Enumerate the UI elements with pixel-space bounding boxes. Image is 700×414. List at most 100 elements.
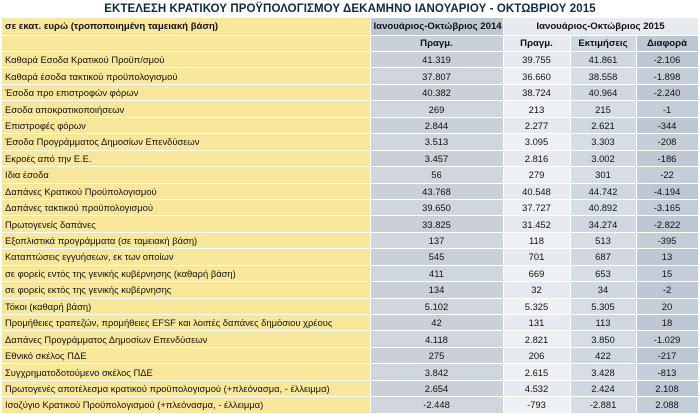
- actual-2014-cell: 134: [370, 281, 504, 299]
- row-label: Συγχρηματοδοτούμενο σκέλος ΠΔΕ: [2, 363, 371, 381]
- difference-cell: -22: [636, 166, 699, 184]
- row-label: Τόκοι (καθαρή βάση): [2, 298, 371, 316]
- actual-2015-cell: 40.548: [503, 183, 571, 200]
- row-label: Πρωτογενές αποτέλεσμα κρατικού προϋπολογ…: [2, 380, 371, 398]
- actual-2015-cell: 2.821: [503, 330, 571, 348]
- table-row: Συγχρηματοδοτούμενο σκέλος ΠΔΕ 3.842 2.615…: [2, 363, 699, 381]
- estimates-cell: 5.305: [570, 298, 637, 316]
- difference-cell: -813: [636, 363, 699, 381]
- table-row: Καταπτώσεις εγγυήσεων, εκ των οποίων 545 7…: [2, 248, 699, 266]
- table-row: Επιστροφές φόρων 2.844 2.277 2.621 -344: [2, 117, 699, 135]
- estimates-cell: 41.861: [570, 51, 637, 69]
- difference-cell: 2.088: [636, 396, 699, 414]
- col-actual-2015-header: Πραγμ.: [503, 35, 571, 52]
- difference-cell: 15: [636, 265, 699, 283]
- table-row: Καθαρά έσοδα τακτικού προϋπολογισμού 37.8…: [2, 67, 699, 85]
- estimates-cell: 40.892: [570, 199, 637, 217]
- header-row-periods: σε εκατ. ευρώ (τροποποιημένη ταμειακή βά…: [2, 18, 699, 36]
- difference-cell: -344: [636, 117, 699, 135]
- difference-cell: -395: [636, 232, 699, 250]
- table-row: Ιδια έσοδα 56 279 301 -22: [2, 166, 699, 184]
- header-row-columns: Πραγμ. Πραγμ. Εκτιμήσεις Διαφορά: [2, 35, 699, 52]
- difference-cell: -4.194: [636, 183, 699, 200]
- table-row: Πρωτογενές αποτέλεσμα κρατικού προϋπολογ…: [2, 380, 699, 398]
- table-row: Τόκοι (καθαρή βάση) 5.102 5.325 5.305 20: [2, 298, 699, 316]
- table-row: Εθνικό σκέλος ΠΔΕ 275 206 422 -217: [2, 347, 699, 365]
- estimates-cell: 34.274: [570, 215, 637, 233]
- difference-cell: -186: [636, 150, 699, 168]
- actual-2014-cell: 33.825: [370, 215, 504, 233]
- unit-label: σε εκατ. ευρώ (τροποποιημένη ταμειακή βά…: [2, 18, 371, 36]
- estimates-cell: 653: [570, 265, 637, 283]
- actual-2015-cell: 118: [503, 232, 571, 250]
- row-label: Πρωτογενείς δαπάνες: [2, 215, 371, 233]
- difference-cell: -2.106: [636, 51, 699, 69]
- table-row: Δαπάνες τακτικού προϋπολογισμού 39.650 37.…: [2, 199, 699, 217]
- row-label: Δαπάνες τακτικού προϋπολογισμού: [2, 199, 371, 217]
- actual-2015-cell: -793: [503, 396, 571, 414]
- actual-2014-cell: -2.448: [370, 396, 504, 414]
- row-label: Δαπάνες Κρατικού Προϋπολογισμού: [2, 183, 371, 200]
- row-label: Καταπτώσεις εγγυήσεων, εκ των οποίων: [2, 248, 371, 266]
- difference-cell: -2.240: [636, 84, 699, 102]
- estimates-cell: -2.881: [570, 396, 637, 414]
- actual-2015-cell: 213: [503, 100, 571, 118]
- estimates-cell: 34: [570, 281, 637, 299]
- actual-2014-cell: 56: [370, 166, 504, 184]
- table-row: Έσοδα προ επιστροφών φόρων 40.382 38.724 40…: [2, 84, 699, 102]
- row-label: Ισοζύγιο Κρατικού Προϋπολογισμού (+πλεόν…: [2, 396, 371, 414]
- difference-cell: -1: [636, 100, 699, 118]
- actual-2014-cell: 3.457: [370, 150, 504, 168]
- table-row: Πρωτογενείς δαπάνες 33.825 31.452 34.274 -2.…: [2, 215, 699, 233]
- row-label: σε φορείς εντός της γενικής κυβέρνησης (…: [2, 265, 371, 283]
- actual-2014-cell: 3.842: [370, 363, 504, 381]
- row-label: Ιδια έσοδα: [2, 166, 371, 184]
- actual-2014-cell: 41.319: [370, 51, 504, 69]
- row-label: Εσοδα αποκρατικοποιήσεων: [2, 100, 371, 118]
- table-row: Δαπάνες Κρατικού Προϋπολογισμού 43.768 40.…: [2, 183, 699, 200]
- actual-2015-cell: 279: [503, 166, 571, 184]
- actual-2015-cell: 701: [503, 248, 571, 266]
- actual-2014-cell: 39.650: [370, 199, 504, 217]
- actual-2014-cell: 411: [370, 265, 504, 283]
- row-label: σε φορείς εκτός της γενικής κυβέρνησης: [2, 281, 371, 299]
- estimates-cell: 301: [570, 166, 637, 184]
- period-2015-header: Ιανουάριος-Οκτώβριος 2015: [503, 18, 699, 36]
- actual-2015-cell: 37.727: [503, 199, 571, 217]
- difference-cell: -2.822: [636, 215, 699, 233]
- actual-2014-cell: 37.807: [370, 67, 504, 85]
- actual-2014-cell: 2.844: [370, 117, 504, 135]
- table-row: Έσοδα Προγράμματος Δημοσίων Επενδύσεων 3.…: [2, 133, 699, 151]
- col-estimates-header: Εκτιμήσεις: [570, 35, 637, 52]
- col-actual-2014-header: Πραγμ.: [370, 35, 504, 52]
- difference-cell: -3.165: [636, 199, 699, 217]
- difference-cell: 18: [636, 314, 699, 332]
- row-label: Επιστροφές φόρων: [2, 117, 371, 135]
- actual-2015-cell: 4.532: [503, 380, 571, 398]
- actual-2015-cell: 31.452: [503, 215, 571, 233]
- actual-2015-cell: 36.660: [503, 67, 571, 85]
- actual-2014-cell: 40.382: [370, 84, 504, 102]
- row-label: Έσοδα προ επιστροφών φόρων: [2, 84, 371, 102]
- header-blank-cell: [2, 35, 371, 52]
- estimates-cell: 2.424: [570, 380, 637, 398]
- difference-cell: -2: [636, 281, 699, 299]
- budget-table: σε εκατ. ευρώ (τροποποιημένη ταμειακή βά…: [2, 18, 699, 414]
- actual-2014-cell: 137: [370, 232, 504, 250]
- actual-2014-cell: 269: [370, 100, 504, 118]
- difference-cell: -1.029: [636, 330, 699, 348]
- table-row: Εξοπλιστικά προγράμματα (σε ταμειακή βάσ…: [2, 232, 699, 250]
- difference-cell: 13: [636, 248, 699, 266]
- difference-cell: -217: [636, 347, 699, 365]
- row-label: Καθαρά Εσοδα Κρατικού Προϋπ/σμού: [2, 51, 371, 69]
- estimates-cell: 3.002: [570, 150, 637, 168]
- actual-2015-cell: 131: [503, 314, 571, 332]
- difference-cell: 2.108: [636, 380, 699, 398]
- estimates-cell: 3.850: [570, 330, 637, 348]
- row-label: Εθνικό σκέλος ΠΔΕ: [2, 347, 371, 365]
- table-row: Προμήθειες τραπεζών, προμήθειες EFSF και…: [2, 314, 699, 332]
- actual-2014-cell: 3.513: [370, 133, 504, 151]
- actual-2015-cell: 3.095: [503, 133, 571, 151]
- actual-2015-cell: 2.277: [503, 117, 571, 135]
- table-row: Ισοζύγιο Κρατικού Προϋπολογισμού (+πλεόν…: [2, 396, 699, 414]
